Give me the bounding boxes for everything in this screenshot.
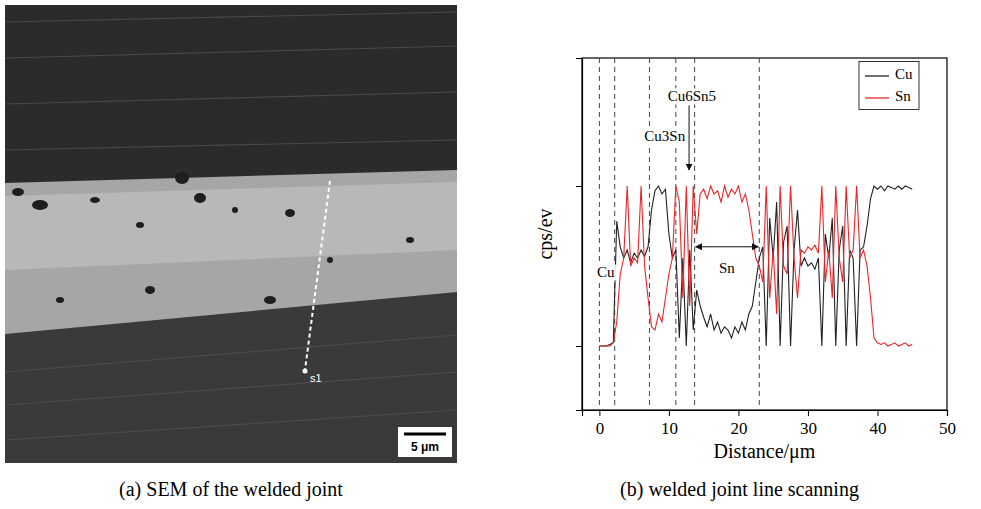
caption: (a) SEM of the welded joint [119,478,343,501]
sem-joint-band [5,170,457,334]
x-tick-label: 40 [869,419,886,438]
annotation-label: Cu6Sn5 [668,88,716,104]
annotation-label: Cu [597,264,615,280]
annotation-label: Sn [719,260,735,276]
scale-bar-label: 5 μm [411,440,439,454]
x-axis-line [583,411,948,417]
y-tick [576,186,582,187]
sem-pore [175,172,189,184]
scan-line-end [303,369,308,374]
sem-scratch [5,12,457,22]
y-tick-mark [576,186,582,187]
annotations: Cu Cu3Sn Cu6Sn5 Sn [596,88,758,280]
sem-background [5,5,457,463]
label-patch [596,264,616,280]
x-tick-label: 20 [730,419,747,438]
scale-bar [404,433,446,436]
sem-pore [194,193,206,203]
x-tick: 0 [596,410,605,438]
x-tick-mark [877,410,878,416]
sem-scratch [5,46,457,58]
boundary-line [759,58,760,410]
annotation: Sn [696,247,759,276]
series-line [599,186,912,346]
x-tick: 10 [661,410,678,438]
y-tick [576,346,582,347]
caption: (b) welded joint line scanning [620,478,859,501]
sem-pore [145,286,155,294]
x-axis: 0 10 20 30 40 50 [583,410,957,438]
sem-panel: s1 5 μm (a) SEM of the welded joint [5,5,457,501]
legend-swatch [865,75,889,76]
sem-pore [406,237,414,243]
x-tick-mark [599,410,600,416]
x-tick-mark [808,410,809,416]
x-tick-label: 50 [939,419,956,438]
sem-pore [136,222,144,228]
scan-line-label: s1 [310,372,322,384]
sem-image [5,5,457,463]
x-tick: 40 [869,410,886,438]
figure: s1 5 μm (a) SEM of the welded joint 0 10 20 30… [0,0,981,509]
legend-swatch [865,97,889,98]
sem-scratch [5,372,457,405]
legend-label: Cu [895,66,913,82]
sem-pore [285,209,295,217]
annotation-label: Cu3Sn [644,128,685,144]
sem-pore [232,207,238,213]
sem-scratch [5,92,457,104]
scale-bar-box [398,427,452,457]
sem-scratch [5,140,457,150]
plot-frame [582,58,947,410]
chart-panel: 0 10 20 30 40 50 Distance/μm cps/ev Cu Cu3Sn Cu6Sn… [534,58,956,501]
x-tick: 20 [730,410,747,438]
x-tick-label: 10 [661,419,678,438]
plot-area [599,58,912,410]
sem-scratch [5,410,457,440]
annotation: Cu3Sn [643,128,686,144]
x-tick: 50 [939,410,956,438]
sem-pore [12,188,24,196]
sem-pore [56,297,64,303]
label-patch [643,128,686,144]
legend-label: Sn [895,88,911,104]
y-axis-line [576,59,583,411]
sem-scratch [5,335,457,372]
x-tick-mark [738,410,739,416]
y-axis [576,59,583,411]
x-tick-mark [669,410,670,416]
legend-box [859,61,919,109]
sem-pore [264,296,276,304]
legend: Cu Sn [859,61,919,109]
x-tick-label: 30 [800,419,817,438]
x-axis-title: Distance/μm [714,440,816,463]
boundary-line [675,58,676,410]
sem-pore [32,200,48,210]
x-tick-label: 0 [596,419,605,438]
label-patch [667,88,717,104]
boundary-line [614,58,615,410]
y-axis-title: cps/ev [534,208,557,259]
pointer-arrow [689,105,690,170]
series-line [599,186,912,346]
x-tick-mark [947,410,948,416]
sem-joint-band-light [5,182,457,270]
scan-line [305,181,330,370]
boundary-line [694,58,695,410]
sem-pore [327,257,333,263]
annotation: Cu6Sn5 [667,88,717,170]
y-tick-mark [576,346,582,347]
label-patch [718,260,736,276]
span-arrow [696,246,759,247]
x-tick: 30 [800,410,817,438]
boundary-line [599,58,600,410]
sem-pore [90,197,100,203]
annotation: Cu [596,264,616,280]
